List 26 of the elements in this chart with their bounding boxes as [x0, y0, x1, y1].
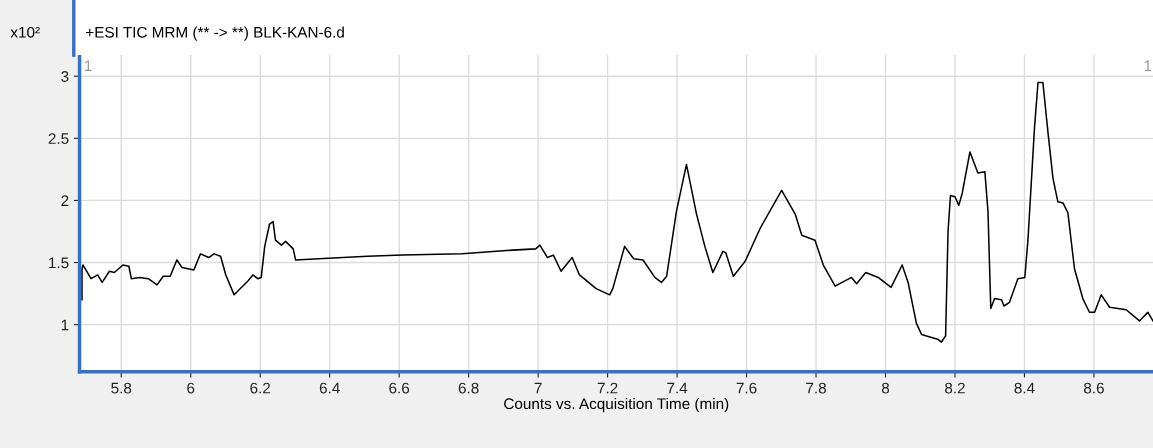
line-series	[81, 81, 1153, 343]
x-tick-label: 6.4	[319, 382, 340, 394]
chart-title: +ESI TIC MRM (** -> **) BLK-KAN-6.d	[86, 26, 344, 41]
y-tick-label: 1	[61, 319, 69, 331]
annotation: 1	[1144, 60, 1152, 71]
x-axis-title: Counts vs. Acquisition Time (min)	[504, 397, 729, 413]
y-tick-label: 1.5	[49, 257, 69, 269]
x-tick-label: 6	[187, 382, 195, 394]
x-tick-label: 8.4	[1014, 382, 1035, 394]
y-tick-label: 2	[61, 195, 69, 206]
x-tick-label: 6.2	[250, 382, 271, 394]
y-axis-title: x10²	[10, 26, 40, 38]
annotation: 1	[85, 60, 92, 71]
x-tick-label: 7.8	[806, 382, 826, 394]
x-tick-label: 7.6	[736, 382, 757, 394]
y-tick-label: 2.5	[48, 133, 69, 145]
x-tick-label: 7	[534, 382, 542, 394]
x-tick-label: 7.2	[597, 382, 618, 394]
x-tick-label: 8.6	[1083, 382, 1104, 394]
x-tick-label: 5.8	[111, 382, 132, 394]
x-tick-label: 6.6	[389, 382, 410, 394]
x-tick-label: 6.8	[458, 382, 479, 394]
y-tick-label: 3	[61, 71, 69, 82]
x-tick-label: 8.2	[945, 382, 965, 394]
x-tick-label: 8	[881, 382, 890, 394]
x-tick-label: 7.4	[667, 382, 688, 394]
